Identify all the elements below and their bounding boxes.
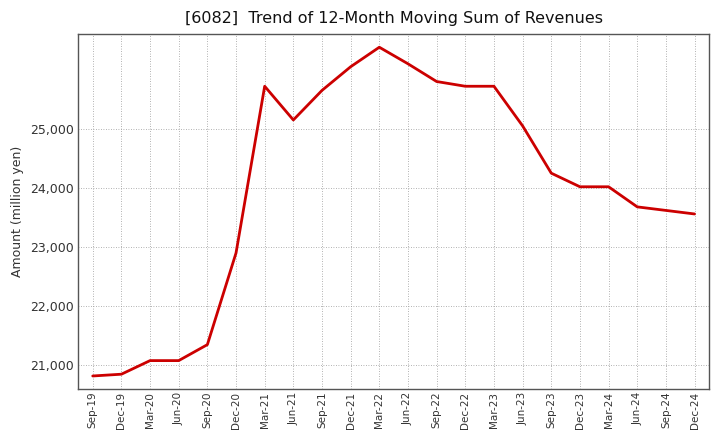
Y-axis label: Amount (million yen): Amount (million yen) [11,146,24,277]
Title: [6082]  Trend of 12-Month Moving Sum of Revenues: [6082] Trend of 12-Month Moving Sum of R… [184,11,603,26]
